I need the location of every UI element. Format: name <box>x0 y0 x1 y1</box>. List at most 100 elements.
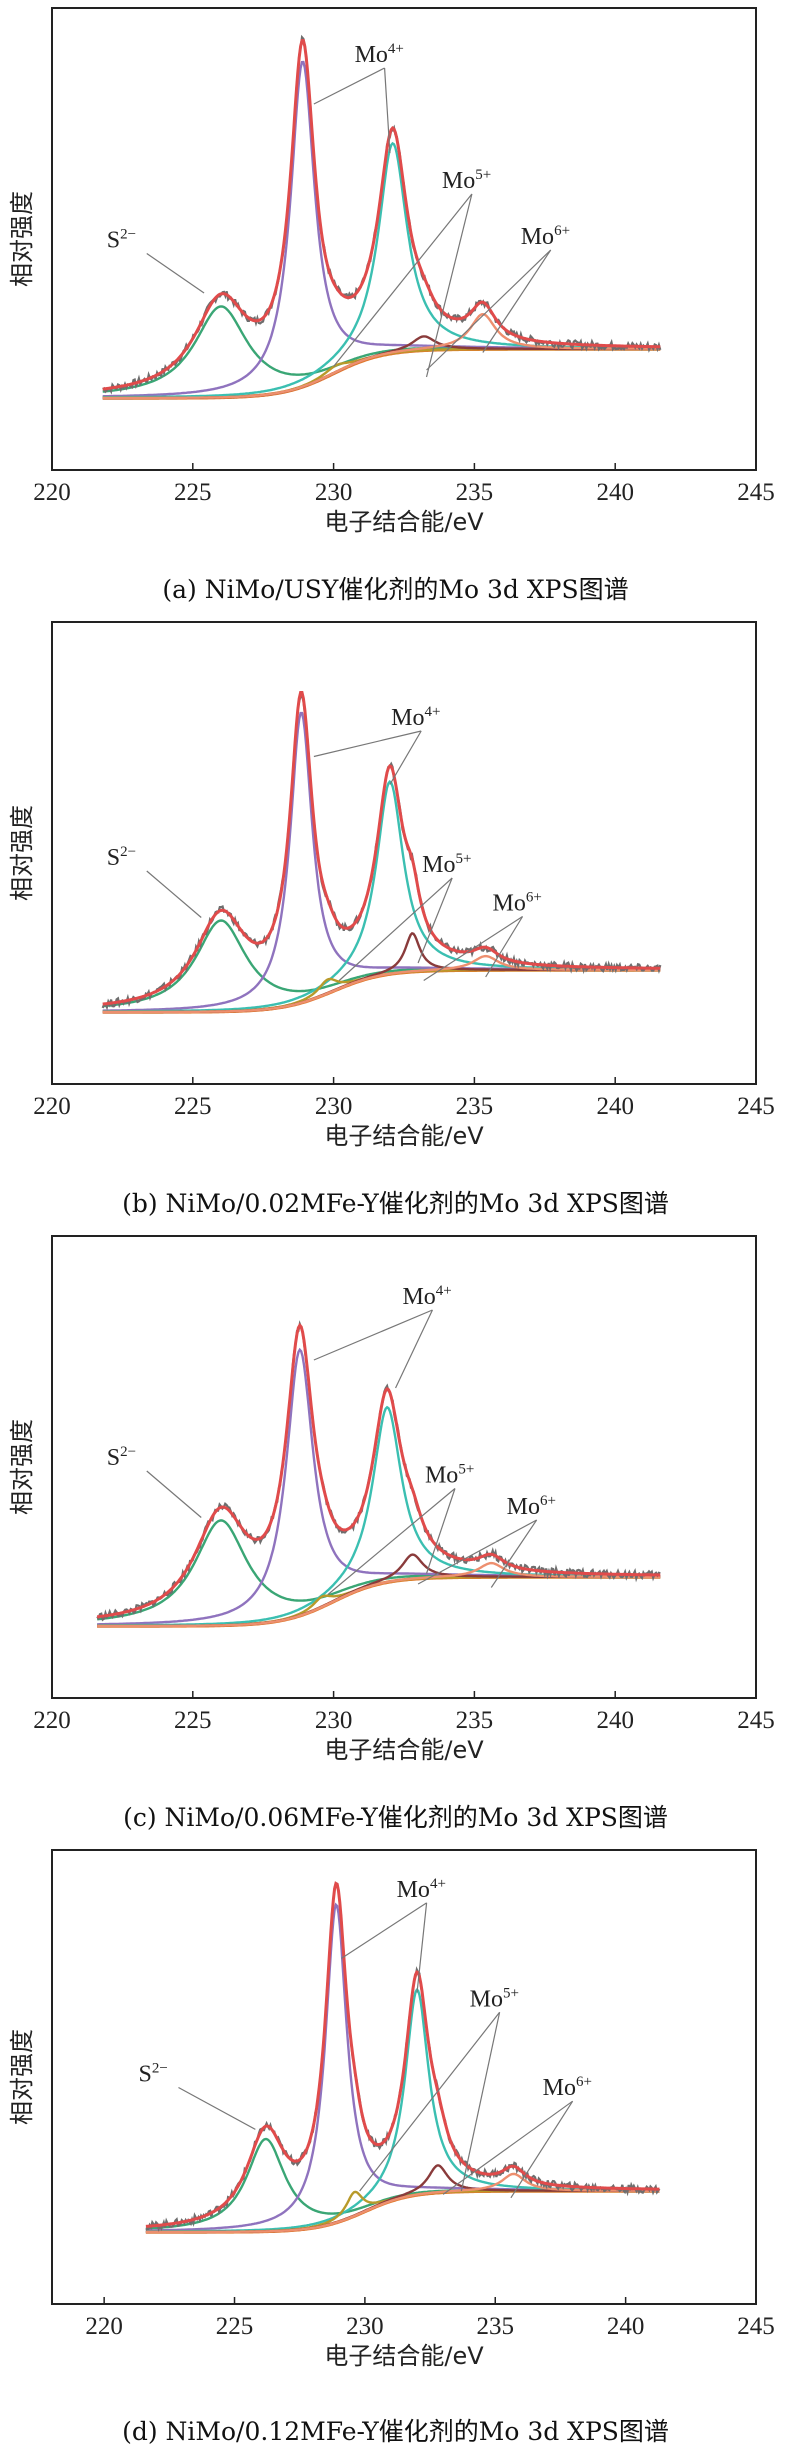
annotation-leader-c-1-0 <box>313 1309 433 1361</box>
x-tick-label-a-0: 220 <box>33 479 71 506</box>
series-experimental-b <box>101 693 662 1011</box>
annotation-label-d-0: S2− <box>138 2061 167 2088</box>
annotation-leader-c-2-1 <box>425 1488 456 1574</box>
x-tick-label-a-1: 225 <box>174 479 212 506</box>
chart-panel-d: 220 225 230 235 240 245 电子结合能/eV 相对强度 S2− Mo4+ Mo5… <box>0 1842 791 2456</box>
annotation-label-a-2: Mo5+ <box>442 167 491 194</box>
x-tick-label-a-2: 230 <box>315 479 353 506</box>
y-axis-title-c: 相对强度 <box>8 1419 36 1515</box>
x-tick-label-d-2: 230 <box>346 2313 384 2340</box>
plot-frame-b <box>51 621 757 1085</box>
x-tick-label-c-0: 220 <box>33 1707 71 1734</box>
series-component-c-4 <box>97 1553 661 1628</box>
annotation-leader-a-3-0 <box>426 249 552 371</box>
annotation-leader-b-3-1 <box>485 916 524 978</box>
chart-panel-b: 220 225 230 235 240 245 电子结合能/eV 相对强度 S2− Mo4+ Mo5… <box>0 614 791 1228</box>
annotation-leader-a-0-0 <box>146 253 205 294</box>
y-axis-title-d: 相对强度 <box>8 2029 36 2125</box>
x-tick-label-c-5: 245 <box>737 1707 775 1734</box>
x-tick-label-d-5: 245 <box>737 2313 775 2340</box>
annotation-label-a-1: Mo4+ <box>355 41 404 68</box>
annotation-label-a-3: Mo6+ <box>521 223 570 250</box>
annotation-label-b-3: Mo6+ <box>493 890 542 917</box>
chart-svg-d: 220 225 230 235 240 245 电子结合能/eV 相对强度 S2− Mo4+ Mo5… <box>8 1849 775 2370</box>
annotation-label-d-2: Mo5+ <box>470 1985 519 2012</box>
x-axis-title-d: 电子结合能/eV <box>324 2342 484 2370</box>
annotation-leader-b-1-0 <box>313 730 422 758</box>
annotation-label-c-2: Mo5+ <box>425 1462 474 1489</box>
annotation-leader-c-1-1 <box>395 1309 433 1389</box>
annotation-leader-b-0-0 <box>146 870 202 918</box>
annotation-leader-d-1-0 <box>341 1902 427 1959</box>
series-experimental-d <box>145 1881 661 2232</box>
series-component-d-5 <box>145 2172 660 2234</box>
x-tick-label-c-1: 225 <box>174 1707 212 1734</box>
x-tick-label-b-2: 230 <box>315 1093 353 1120</box>
series-component-a-5 <box>102 312 661 400</box>
chart-caption-c: (c) NiMo/0.06MFe-Y催化剂的Mo 3d XPS图谱 <box>123 1803 668 1832</box>
x-tick-label-a-4: 240 <box>596 479 634 506</box>
x-axis-title-b: 电子结合能/eV <box>324 1122 484 1150</box>
annotation-leader-a-3-1 <box>482 249 552 353</box>
annotation-leader-c-0-0 <box>146 1470 202 1518</box>
y-axis-title-a: 相对强度 <box>8 191 36 287</box>
x-tick-label-c-4: 240 <box>596 1707 634 1734</box>
annotation-leader-b-3-0 <box>423 915 523 982</box>
annotation-label-b-2: Mo5+ <box>422 851 471 878</box>
chart-caption-d: (d) NiMo/0.12MFe-Y催化剂的Mo 3d XPS图谱 <box>122 2417 669 2446</box>
chart-svg-c: 220 225 230 235 240 245 电子结合能/eV 相对强度 S2− Mo4+ Mo5… <box>8 1235 775 1764</box>
x-tick-label-c-2: 230 <box>315 1707 353 1734</box>
x-tick-label-d-1: 225 <box>216 2313 254 2340</box>
annotation-leader-a-1-1 <box>383 67 391 154</box>
annotation-leader-d-3-0 <box>442 2100 573 2195</box>
x-tick-label-c-3: 235 <box>456 1707 494 1734</box>
annotation-label-d-3: Mo6+ <box>543 2074 592 2101</box>
annotation-leader-a-2-0 <box>333 193 473 367</box>
annotation-leader-a-2-1 <box>425 193 473 378</box>
x-tick-label-b-0: 220 <box>33 1093 71 1120</box>
chart-svg-a: 220 225 230 235 240 245 电子结合能/eV 相对强度 S2− Mo4+ Mo5… <box>8 7 775 536</box>
x-axis-title-a: 电子结合能/eV <box>324 508 484 536</box>
series-envelope-c <box>96 1322 661 1619</box>
x-tick-label-b-3: 235 <box>456 1093 494 1120</box>
series-component-c-0 <box>96 1519 661 1621</box>
annotation-leader-d-2-1 <box>460 2012 501 2192</box>
chart-panel-c: 220 225 230 235 240 245 电子结合能/eV 相对强度 S2− Mo4+ Mo5… <box>0 1228 791 1842</box>
annotation-leader-b-2-1 <box>417 877 453 964</box>
annotation-leader-b-1-1 <box>389 730 422 785</box>
annotation-label-c-3: Mo6+ <box>507 1493 556 1520</box>
x-tick-label-d-4: 240 <box>607 2313 645 2340</box>
x-tick-label-a-5: 245 <box>737 479 775 506</box>
plot-frame-c <box>51 1235 757 1699</box>
x-tick-label-b-4: 240 <box>596 1093 634 1120</box>
x-tick-label-b-1: 225 <box>174 1093 212 1120</box>
y-axis-title-b: 相对强度 <box>8 805 36 901</box>
series-envelope-d <box>145 1881 660 2228</box>
annotation-label-d-1: Mo4+ <box>397 1876 446 1903</box>
annotation-leader-c-3-1 <box>490 1519 538 1588</box>
annotation-leader-c-3-0 <box>417 1519 537 1585</box>
annotation-leader-d-0-0 <box>178 2086 256 2130</box>
annotation-leader-d-3-1 <box>510 2100 574 2199</box>
annotation-leader-a-1-0 <box>313 67 385 105</box>
annotation-label-b-0: S2− <box>107 844 136 871</box>
series-envelope-a <box>102 39 661 391</box>
annotation-label-a-0: S2− <box>107 227 136 254</box>
series-component-d-0 <box>145 2137 660 2230</box>
x-axis-title-c: 电子结合能/eV <box>324 1736 484 1764</box>
annotation-leader-c-2-0 <box>327 1488 456 1595</box>
x-tick-label-b-5: 245 <box>737 1093 775 1120</box>
annotation-leader-d-1-1 <box>416 1902 428 1993</box>
chart-svg-b: 220 225 230 235 240 245 电子结合能/eV 相对强度 S2− Mo4+ Mo5… <box>8 621 775 1150</box>
series-component-b-0 <box>102 919 661 1008</box>
series-component-b-5 <box>102 954 661 1014</box>
annotation-leader-b-2-0 <box>338 877 453 981</box>
annotation-label-c-1: Mo4+ <box>402 1283 451 1310</box>
x-tick-label-d-0: 220 <box>85 2313 123 2340</box>
plot-frame-d <box>51 1849 757 2305</box>
series-envelope-b <box>102 691 661 1006</box>
annotation-label-c-0: S2− <box>107 1444 136 1471</box>
annotation-label-b-1: Mo4+ <box>391 704 440 731</box>
plot-frame-a <box>51 7 757 471</box>
x-tick-label-a-3: 235 <box>456 479 494 506</box>
